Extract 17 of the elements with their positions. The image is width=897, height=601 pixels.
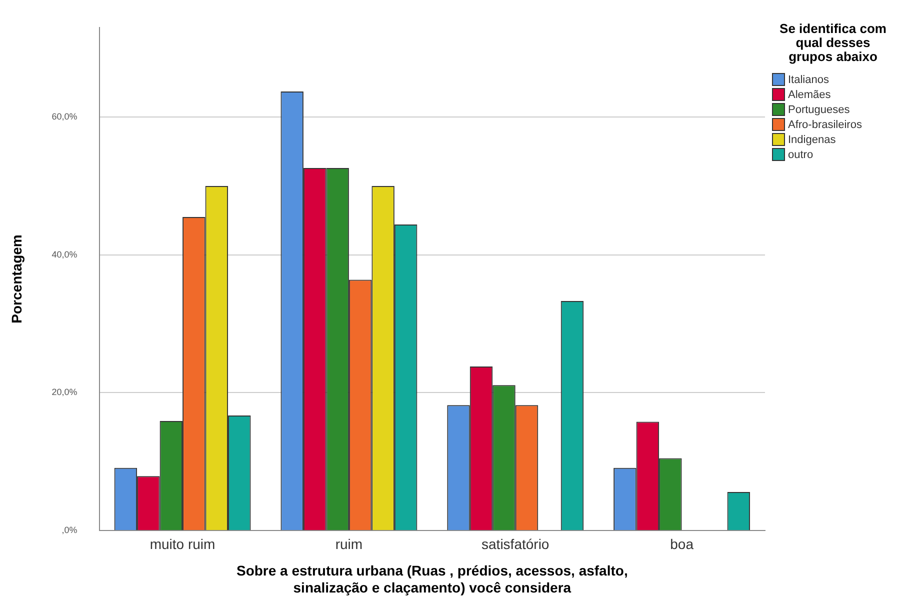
- legend-title: Se identifica com qual desses grupos abaixo: [778, 21, 888, 64]
- y-tick-label: 40,0%: [52, 249, 78, 260]
- x-tick-label: muito ruim: [150, 536, 216, 552]
- legend-label: Portugueses: [788, 104, 850, 116]
- legend-label: Afro-brasileiros: [788, 118, 862, 130]
- legend-label: outro: [788, 148, 814, 160]
- y-tick-label: 20,0%: [52, 387, 78, 398]
- y-tick-label: 60,0%: [52, 111, 78, 122]
- legend-label: Indigenas: [788, 134, 836, 146]
- legend-label: Alemães: [788, 88, 831, 100]
- x-tick-label: boa: [670, 536, 694, 552]
- x-tick-label: satisfatório: [482, 536, 550, 552]
- y-axis-title: Porcentagem: [8, 234, 24, 324]
- legend-label: Italianos: [788, 74, 829, 86]
- x-axis-title: Sobre a estrutura urbana (Ruas , prédios, acessos, asfalto, sinalização e claçamento) você considera: [236, 562, 628, 596]
- x-tick-label: ruim: [335, 536, 363, 552]
- y-tick-label: ,0%: [62, 525, 78, 536]
